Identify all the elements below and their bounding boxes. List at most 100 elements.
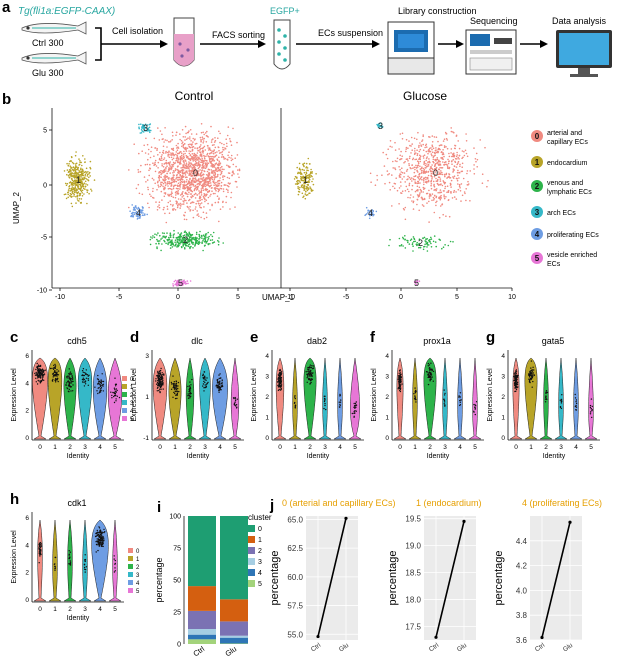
violin-dot: [589, 411, 592, 413]
umap-point: [234, 157, 236, 159]
violin-dot: [39, 364, 42, 367]
violin-dot: [39, 382, 41, 384]
umap-point: [183, 247, 186, 249]
violin-dot: [426, 371, 428, 373]
violin-xtick-label: 0: [38, 606, 42, 613]
violin-dot: [40, 380, 43, 382]
violin-dot: [100, 381, 102, 383]
umap-point: [431, 141, 434, 143]
umap-point: [171, 188, 173, 191]
violin-dot: [399, 384, 402, 386]
umap-point: [163, 168, 166, 171]
violin-dot: [72, 384, 74, 386]
violin-dot: [83, 381, 85, 383]
violin-xtick-label: 3: [323, 444, 327, 451]
umap-point: [458, 158, 460, 160]
violin-ytick-label: 4: [25, 542, 29, 549]
violin-dot: [560, 398, 563, 401]
umap-point: [452, 241, 454, 243]
umap-point: [67, 165, 70, 167]
umap-point: [179, 186, 181, 188]
violin-dot: [189, 393, 192, 395]
umap-point: [194, 241, 197, 244]
umap-point: [418, 242, 420, 245]
data-point: [462, 519, 466, 523]
umap-point: [432, 180, 435, 183]
umap-point: [217, 169, 220, 172]
violin-shape: [554, 357, 568, 440]
umap-point: [428, 158, 430, 160]
umap-point: [414, 190, 417, 193]
umap-point: [418, 146, 420, 148]
violin-dot: [234, 399, 237, 402]
umap-point: [181, 145, 183, 148]
violin-dot: [233, 404, 236, 406]
umap-point: [412, 178, 415, 181]
umap-point: [207, 155, 210, 158]
umap-point: [206, 153, 208, 156]
umap-point: [415, 164, 417, 167]
umap-point: [179, 202, 181, 205]
umap-point: [155, 242, 157, 245]
umap-point: [157, 167, 159, 169]
violin-dot: [110, 391, 112, 393]
umap-point: [166, 151, 169, 154]
umap-point: [78, 163, 81, 166]
umap-point: [140, 128, 143, 131]
violin-dot: [172, 396, 174, 398]
violin-dot: [98, 545, 101, 547]
umap-point: [307, 169, 309, 172]
violin-dot: [207, 381, 209, 384]
umap-point: [430, 242, 432, 245]
umap-point: [423, 154, 426, 156]
umap-point: [305, 162, 308, 165]
violin-dot: [160, 385, 163, 387]
violin-dot: [280, 388, 282, 391]
umap-point: [414, 158, 416, 161]
umap-point: [217, 167, 219, 170]
violin-dot: [99, 532, 102, 534]
violin-dot: [157, 376, 159, 379]
violin-dot: [158, 383, 160, 385]
umap-point: [414, 240, 417, 243]
umap-point: [164, 187, 166, 190]
umap-point: [169, 247, 172, 249]
violin-dot: [575, 404, 577, 407]
umap-point: [194, 147, 196, 149]
umap-point: [147, 188, 149, 191]
umap-point: [82, 155, 84, 157]
umap-point: [445, 173, 448, 176]
umap-point: [151, 237, 153, 239]
violin-dot: [443, 403, 445, 405]
umap-point: [439, 160, 441, 163]
umap-point: [451, 163, 453, 165]
umap-point: [431, 145, 434, 148]
umap-point: [219, 177, 221, 179]
umap-point: [168, 167, 170, 169]
umap-point: [453, 196, 456, 198]
umap-point: [222, 190, 225, 193]
violin-dot: [113, 395, 115, 398]
violin-xtick-label: 2: [308, 444, 312, 451]
umap-point: [401, 171, 404, 174]
violin-dot: [82, 371, 85, 373]
umap-point: [188, 170, 190, 173]
umap-point: [404, 235, 406, 237]
umap-point: [370, 181, 372, 183]
violin-dot: [532, 375, 534, 377]
umap-point: [297, 180, 300, 182]
umap-point: [209, 182, 212, 184]
violin-xtick-label: 4: [574, 444, 578, 451]
umap-point: [416, 244, 418, 247]
violin-dot: [66, 375, 69, 377]
violin-dot: [589, 404, 592, 407]
umap-point: [188, 239, 191, 242]
umap-point: [206, 152, 209, 155]
umap-point: [308, 163, 311, 165]
umap-point: [416, 149, 418, 151]
violin-dot: [40, 376, 42, 378]
umap-point: [446, 147, 449, 150]
umap-point: [402, 236, 404, 239]
violin-ytick-label: 0: [385, 435, 389, 442]
